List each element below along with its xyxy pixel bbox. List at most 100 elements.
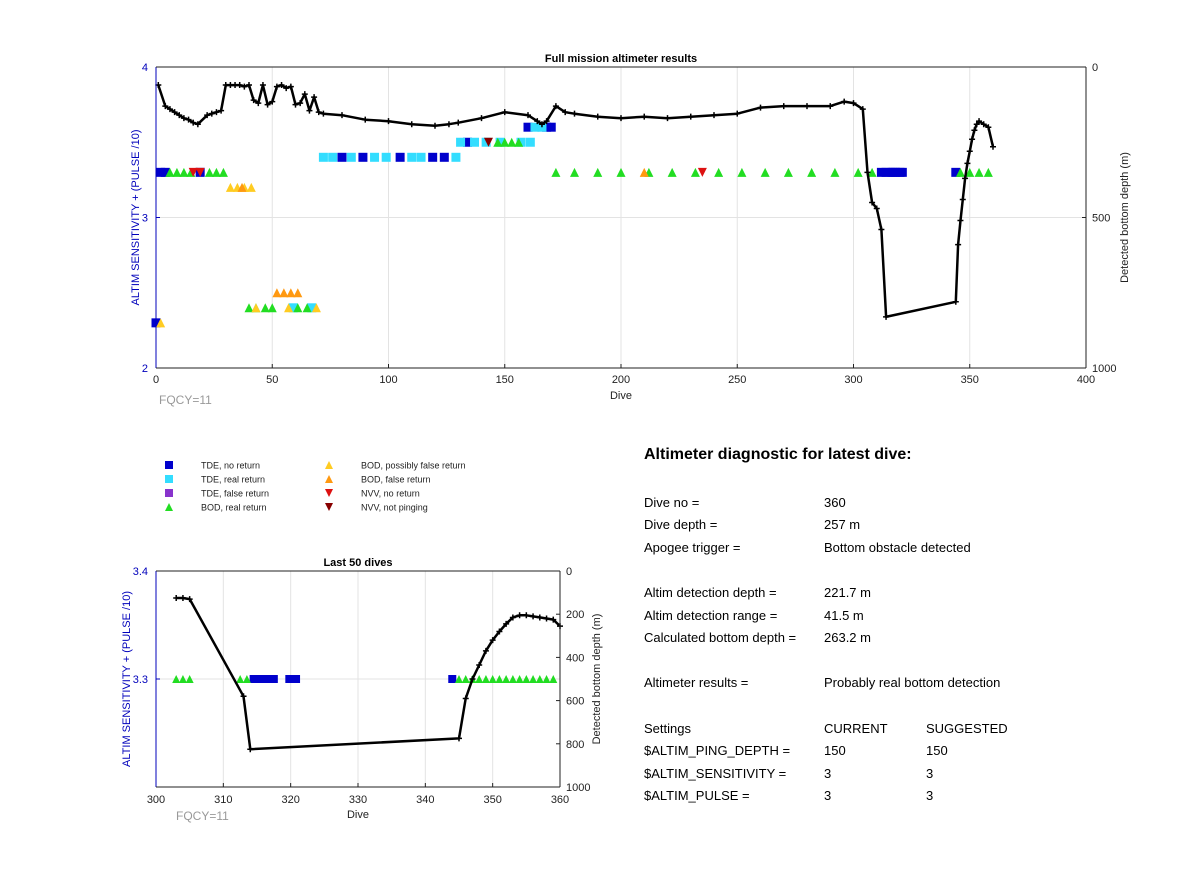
- depth-point: [297, 100, 304, 107]
- depth-point: [525, 112, 531, 119]
- legend-item: NVV, no return: [325, 489, 420, 499]
- data-point: [156, 318, 166, 328]
- depth-point: [236, 82, 243, 89]
- legend-item: NVV, not pinging: [325, 503, 428, 513]
- setting-suggested: 150: [926, 743, 948, 758]
- legend-label: BOD, real return: [201, 503, 267, 513]
- depth-point: [864, 169, 871, 176]
- data-point: [974, 167, 984, 177]
- series-tde-real-return: [288, 122, 547, 313]
- data-point: [395, 152, 405, 162]
- settings-label: Settings: [644, 721, 691, 736]
- depth-point: [562, 109, 569, 116]
- depth-point: [190, 119, 197, 126]
- data-point: [523, 122, 533, 132]
- depth-point: [269, 98, 276, 105]
- data-point: [549, 675, 558, 683]
- data-point: [267, 303, 277, 313]
- depth-point: [734, 110, 741, 117]
- data-point: [495, 137, 505, 147]
- depth-point: [482, 647, 489, 654]
- data-point: [307, 303, 317, 313]
- data-point: [416, 152, 426, 162]
- data-point: [951, 167, 961, 177]
- data-point: [292, 675, 301, 683]
- diagnostic-title: Altimeter diagnostic for latest dive:: [644, 446, 912, 463]
- legend-item: TDE, real return: [165, 475, 265, 485]
- depth-point: [315, 109, 322, 116]
- y2-tick-label: 400: [566, 652, 584, 664]
- depth-point: [259, 82, 266, 89]
- data-point: [783, 167, 793, 177]
- depth-point: [240, 693, 247, 700]
- depth-point: [552, 103, 559, 110]
- data-point: [881, 167, 891, 177]
- depth-point: [687, 113, 694, 120]
- legend-marker: [325, 503, 333, 511]
- setting-current: 150: [824, 743, 846, 758]
- data-point: [507, 137, 517, 147]
- dive-depth-value: 257 m: [824, 517, 861, 532]
- depth-series: [155, 82, 996, 320]
- data-point: [225, 182, 235, 192]
- series-nvv-not-pinging: [483, 137, 493, 147]
- y2-tick-label: 0: [1092, 62, 1098, 74]
- y-axis-label: ALTIM SENSITIVITY + (PULSE /10): [130, 130, 142, 306]
- data-point: [337, 152, 347, 162]
- x-tick-label: 300: [147, 794, 165, 806]
- x-axis-label: Dive: [347, 809, 369, 821]
- data-point: [237, 182, 247, 192]
- chart-title: Last 50 dives: [323, 557, 392, 569]
- calc-depth-row: Calculated bottom depth = 263.2 m: [644, 630, 1144, 648]
- depth-point: [966, 148, 973, 155]
- depth-point: [179, 595, 186, 601]
- depth-point: [516, 612, 523, 619]
- data-point: [456, 137, 466, 147]
- x-tick-label: 340: [416, 794, 434, 806]
- y-tick-label: 4: [142, 62, 148, 74]
- setting-name: $ALTIM_PULSE =: [644, 788, 750, 803]
- depth-point: [339, 112, 345, 119]
- data-point: [288, 303, 298, 313]
- data-point: [876, 167, 886, 177]
- depth-point: [543, 118, 550, 125]
- depth-point: [957, 217, 964, 224]
- setting-name: $ALTIM_SENSITIVITY =: [644, 766, 787, 781]
- depth-point: [550, 616, 557, 623]
- dive-depth-row: Dive depth = 257 m: [644, 517, 1144, 535]
- data-point: [263, 675, 272, 683]
- x-tick-label: 320: [281, 794, 299, 806]
- data-point: [211, 167, 221, 177]
- legend-item: TDE, false return: [165, 489, 269, 499]
- data-point: [269, 675, 278, 683]
- depth-point: [250, 97, 257, 104]
- data-point: [530, 122, 540, 132]
- data-point: [260, 303, 270, 313]
- results-value: Probably real bottom detection: [824, 675, 1001, 690]
- legend-marker: [325, 475, 333, 483]
- calc-depth-value: 263.2 m: [824, 630, 871, 645]
- data-point: [285, 675, 294, 683]
- current-header: CURRENT: [824, 721, 888, 736]
- depth-point: [594, 113, 601, 120]
- data-point: [570, 167, 579, 177]
- data-point: [185, 675, 194, 683]
- setting-current: 3: [824, 766, 832, 781]
- depth-point: [173, 595, 180, 601]
- data-point: [407, 152, 417, 162]
- data-point: [853, 167, 863, 177]
- x-tick-label: 250: [728, 374, 746, 386]
- depth-point: [571, 110, 578, 117]
- data-point: [293, 288, 303, 298]
- y-tick-label: 3.4: [133, 566, 148, 578]
- x-tick-label: 310: [214, 794, 232, 806]
- legend-label: TDE, real return: [201, 475, 265, 485]
- data-point: [690, 167, 700, 177]
- detection-depth-value: 221.7 m: [824, 585, 871, 600]
- depth-point: [962, 175, 969, 182]
- data-point: [251, 303, 261, 313]
- depth-point: [478, 115, 485, 122]
- y-axis-label: ALTIM SENSITIVITY + (PULSE /10): [121, 591, 133, 767]
- setting-row: $ALTIM_PING_DEPTH = 150 150: [644, 743, 1144, 761]
- fqcy-note: FQCY=11: [176, 809, 229, 823]
